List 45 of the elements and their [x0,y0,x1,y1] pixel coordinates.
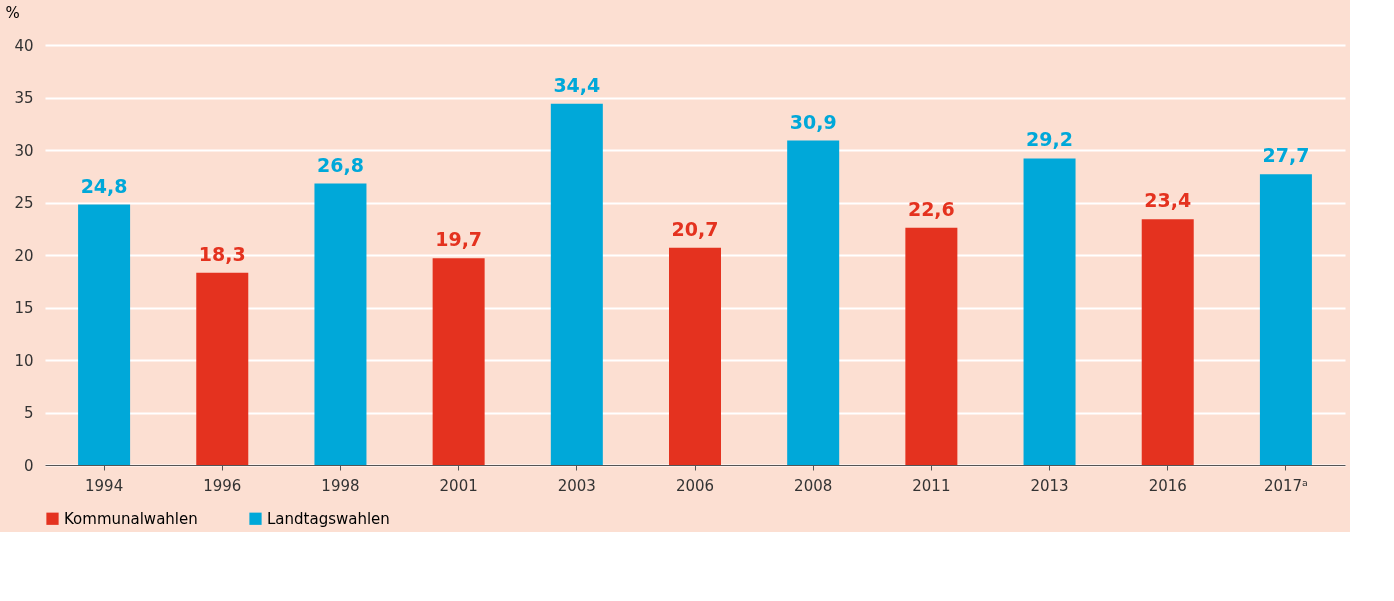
x-tick-label: 2006 [675,476,715,495]
x-tick-label: 2017ᵃ [1263,476,1308,495]
y-axis-title: % [5,3,20,22]
x-tick-label: 2011 [912,476,951,495]
data-label: 29,2 [1026,128,1073,151]
bar [196,272,249,465]
data-label: 30,9 [789,110,837,133]
bar [1259,174,1312,465]
x-tick-label: 2013 [1030,476,1069,495]
data-label: 20,7 [671,217,719,240]
x-tick-label: 2008 [794,476,833,495]
bar [787,140,840,465]
y-tick-label: 25 [14,194,34,212]
data-label: 24,8 [80,174,128,197]
bar [314,183,367,465]
legend-label: Kommunalwahlen [64,509,198,528]
x-tick-label: 1998 [321,476,360,495]
y-tick-label: 30 [14,141,34,160]
bar [1141,219,1194,465]
data-label: 19,7 [435,228,483,251]
y-tick-label: 15 [14,299,34,317]
bar [1023,158,1076,465]
x-tick-label: 2003 [557,476,596,495]
data-label: 22,6 [907,197,955,220]
bar [550,103,603,465]
legend-label: Landtagswahlen [267,509,390,528]
bar [669,247,721,465]
x-tick-label: 1994 [85,476,124,495]
data-label: 18,3 [198,242,246,265]
y-tick-label: 20 [14,246,34,265]
data-label: 26,8 [317,153,364,176]
data-label: 34,4 [553,73,601,96]
y-tick-label: 40 [14,36,34,55]
data-label: 27,7 [1262,144,1310,167]
y-tick-label: 10 [14,351,34,370]
x-tick-label: 1996 [203,476,242,495]
data-label: 23,4 [1144,189,1192,212]
y-tick-label: 0 [23,456,34,475]
x-tick-label: 2001 [439,476,478,495]
y-tick-label: 5 [23,404,34,422]
bar [78,204,131,465]
bar [905,227,958,465]
y-tick-label: 35 [14,89,34,107]
bar [432,258,485,465]
x-tick-label: 2016 [1148,476,1187,495]
